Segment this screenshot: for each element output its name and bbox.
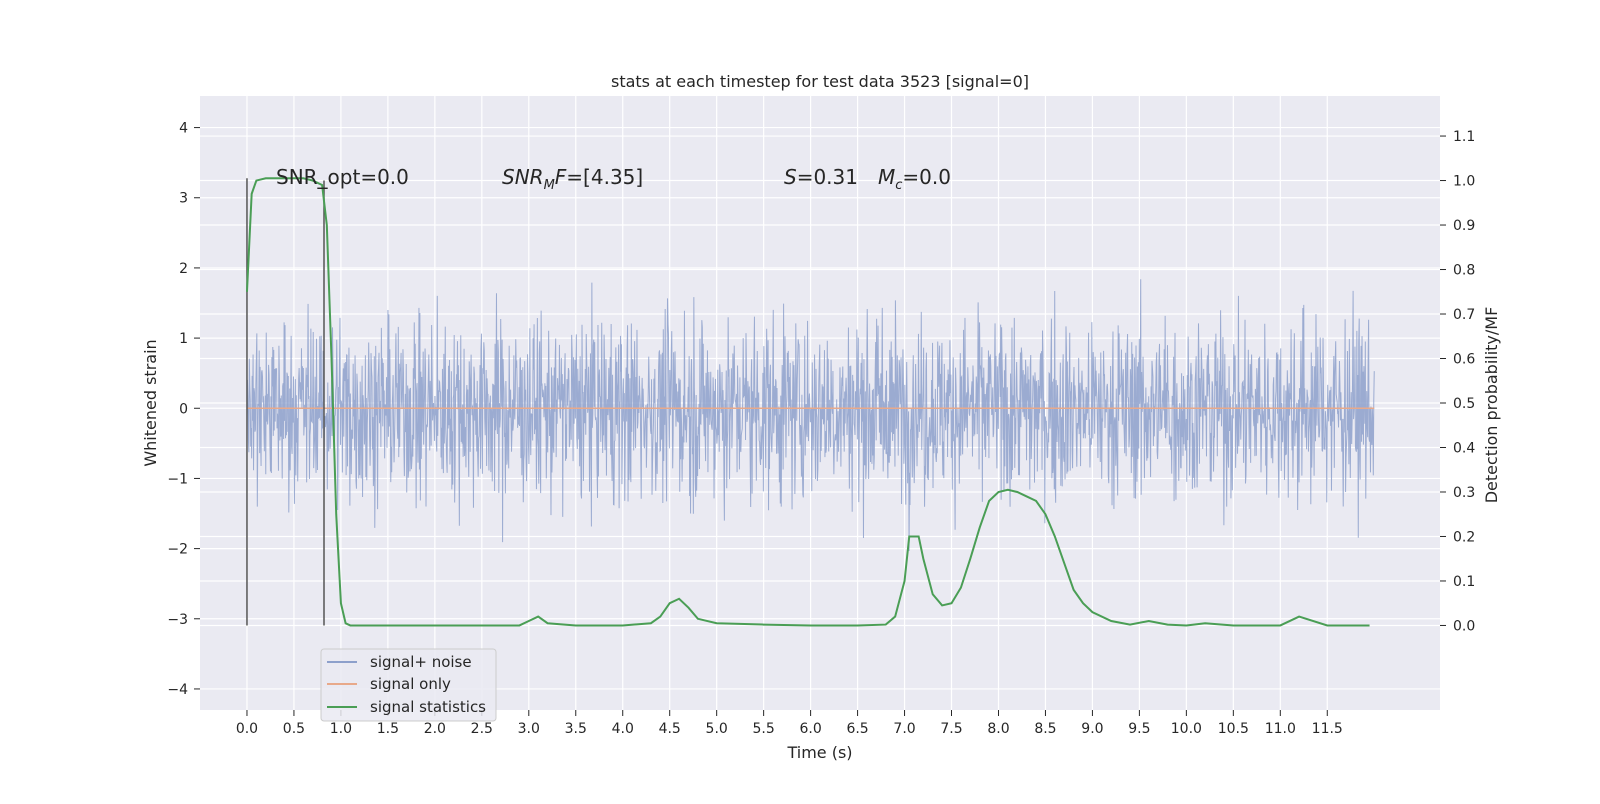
x-tick-label: 6.5 bbox=[846, 721, 868, 737]
x-axis-title: Time (s) bbox=[786, 743, 852, 762]
y-right-tick-label: 0.1 bbox=[1453, 574, 1475, 590]
y-tick-label: 4 bbox=[179, 121, 188, 137]
y-right-tick-label: 0.6 bbox=[1453, 352, 1475, 368]
x-tick-label: 0.0 bbox=[236, 721, 258, 737]
x-tick-label: 2.0 bbox=[424, 721, 446, 737]
x-tick-label: 1.0 bbox=[330, 721, 352, 737]
y-right-tick-label: 0.0 bbox=[1453, 618, 1475, 634]
annotation-s: S=0.31 bbox=[784, 165, 858, 189]
y-right-tick-label: 0.7 bbox=[1453, 307, 1475, 323]
x-tick-label: 8.0 bbox=[987, 721, 1009, 737]
x-tick-label: 10.5 bbox=[1218, 721, 1249, 737]
signal-noise-series bbox=[246, 279, 1375, 551]
legend-label-signal-only: signal only bbox=[370, 675, 451, 693]
x-tick-label: 7.0 bbox=[893, 721, 915, 737]
x-tick-label: 7.5 bbox=[940, 721, 962, 737]
y-right-tick-label: 1.1 bbox=[1453, 129, 1475, 145]
x-tick-label: 2.5 bbox=[471, 721, 493, 737]
x-tick-label: 4.0 bbox=[612, 721, 634, 737]
y-right-tick-label: 1.0 bbox=[1453, 174, 1475, 190]
y-tick-label: 2 bbox=[179, 261, 188, 277]
chart-title: stats at each timestep for test data 352… bbox=[611, 72, 1029, 91]
y-tick-label: 1 bbox=[179, 331, 188, 347]
signal-statistics-line bbox=[245, 177, 1370, 627]
legend: signal+ noise signal only signal statist… bbox=[320, 648, 497, 722]
annotation-snr-mf: SNRMF=[4.35] bbox=[502, 165, 643, 193]
signal-noise-line bbox=[246, 279, 1375, 551]
y-tick-label: −3 bbox=[167, 612, 188, 628]
x-tick-label: 5.0 bbox=[706, 721, 728, 737]
y-tick-label: −4 bbox=[167, 682, 188, 698]
x-tick-label: 5.5 bbox=[753, 721, 775, 737]
y-right-tick-label: 0.4 bbox=[1453, 440, 1475, 456]
legend-label-signal-statistics: signal statistics bbox=[370, 698, 486, 716]
y-right-tick-label: 0.3 bbox=[1453, 485, 1475, 501]
x-tick-label: 0.5 bbox=[283, 721, 305, 737]
annotation-mc: Mc=0.0 bbox=[878, 165, 951, 193]
x-tick-label: 11.5 bbox=[1312, 721, 1343, 737]
y-right-tick-label: 0.2 bbox=[1453, 529, 1475, 545]
x-tick-label: 11.0 bbox=[1265, 721, 1296, 737]
legend-box bbox=[320, 648, 497, 722]
y-right-axis-title: Detection probability/MF bbox=[1482, 307, 1501, 504]
line-series bbox=[245, 177, 1375, 627]
x-tick-label: 8.5 bbox=[1034, 721, 1056, 737]
x-tick-label: 3.0 bbox=[518, 721, 540, 737]
x-tick-label: 9.5 bbox=[1128, 721, 1150, 737]
x-tick-label: 4.5 bbox=[659, 721, 681, 737]
annotation-snr-opt: SNR_opt=0.0 bbox=[276, 165, 409, 189]
y-right-tick-label: 0.8 bbox=[1453, 263, 1475, 279]
x-tick-label: 10.0 bbox=[1171, 721, 1202, 737]
y-tick-label: 0 bbox=[179, 401, 188, 417]
x-tick-label: 9.0 bbox=[1081, 721, 1103, 737]
x-tick-label: 1.5 bbox=[377, 721, 399, 737]
y-right-tick-label: 0.5 bbox=[1453, 396, 1475, 412]
y-tick-label: −2 bbox=[167, 542, 188, 558]
y-tick-label: 3 bbox=[179, 191, 188, 207]
x-tick-label: 6.0 bbox=[799, 721, 821, 737]
tick-labels: 0.0 0.5 1.0 1.5 2.0 2.5 3.0 3.5 4.0 4.5 5.0 5.5 6.0 6… bbox=[167, 121, 1475, 737]
legend-label-signal-noise: signal+ noise bbox=[370, 653, 472, 671]
y-tick-label: −1 bbox=[167, 471, 188, 487]
y-right-tick-label: 0.9 bbox=[1453, 218, 1475, 234]
y-axis-title: Whitened strain bbox=[141, 339, 160, 466]
x-tick-label: 3.5 bbox=[565, 721, 587, 737]
